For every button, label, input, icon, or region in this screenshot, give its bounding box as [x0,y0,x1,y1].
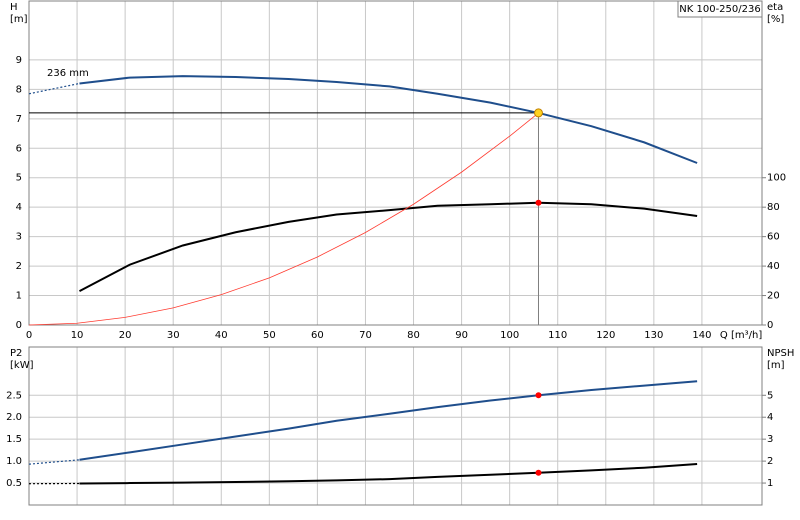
y2-tick-label: 80 [767,202,780,213]
y-tick-label: 6 [16,143,22,154]
y-tick-label: 8 [16,84,22,95]
x-tick-label: 140 [692,330,711,341]
x-tick-label: 30 [167,330,180,341]
x-tick-label: 100 [500,330,519,341]
plot-area [29,347,762,505]
curve [79,462,698,485]
model-label-box [677,0,763,18]
x-tick-label: 60 [311,330,324,341]
y-tick-label: 9 [16,55,22,66]
x-tick-label: 120 [596,330,615,341]
y-tick-label: 3 [16,232,22,243]
y-tick-label: 2 [16,261,22,272]
curve-extension [28,459,80,465]
y2-tick-label: 0 [767,320,773,331]
impeller-annotation: 236 mm [47,68,89,79]
duty-marker [535,392,542,399]
curve [79,75,698,164]
duty-marker [535,199,542,206]
curve [28,112,539,326]
y2-tick-label: 100 [767,173,786,184]
y2-tick-label: 20 [767,291,780,302]
y-tick-label: 1.5 [6,434,22,445]
curve-extension [28,82,80,95]
y-axis-label: H [10,2,18,13]
duty-point [533,108,543,118]
y2-axis-label: eta [767,2,783,13]
y-axis-unit: [m] [10,14,28,25]
x-tick-label: 0 [26,330,32,341]
y2-tick-label: 5 [767,390,773,401]
y2-axis-unit: [%] [767,14,784,25]
y-tick-label: 0 [16,320,22,331]
plot-frame [28,0,763,326]
y-tick-label: 2.0 [6,412,22,423]
y-tick-label: 0.5 [6,478,22,489]
curve [79,201,698,293]
x-tick-label: 90 [455,330,468,341]
plot-frame [28,346,763,506]
y2-axis-unit: [m] [767,360,785,371]
y-axis-unit: [kW] [10,360,34,371]
x-tick-label: 110 [548,330,567,341]
y-tick-label: 4 [16,202,22,213]
x-tick-label: 10 [71,330,84,341]
x-tick-label: 20 [119,330,132,341]
y2-tick-label: 4 [767,412,773,423]
x-tick-label: 70 [359,330,372,341]
y-tick-label: 1.0 [6,456,22,467]
x-tick-label: 50 [263,330,276,341]
x-tick-label: 40 [215,330,228,341]
y2-tick-label: 40 [767,261,780,272]
y2-tick-label: 3 [767,434,773,445]
y-tick-label: 2.5 [6,390,22,401]
plot-area [29,1,762,325]
y-tick-label: 5 [16,173,22,184]
curve [79,380,698,461]
y2-tick-label: 60 [767,232,780,243]
x-axis-label: Q [m³/h] [720,330,762,341]
y-tick-label: 1 [16,291,22,302]
y2-axis-label: NPSH [767,348,794,359]
x-tick-label: 80 [407,330,420,341]
y-axis-label: P2 [10,348,22,359]
duty-marker [535,469,542,476]
model-label: NK 100-250/236 [679,4,760,15]
y2-tick-label: 2 [767,456,773,467]
y-tick-label: 7 [16,114,22,125]
x-tick-label: 130 [644,330,663,341]
y2-tick-label: 1 [767,478,773,489]
